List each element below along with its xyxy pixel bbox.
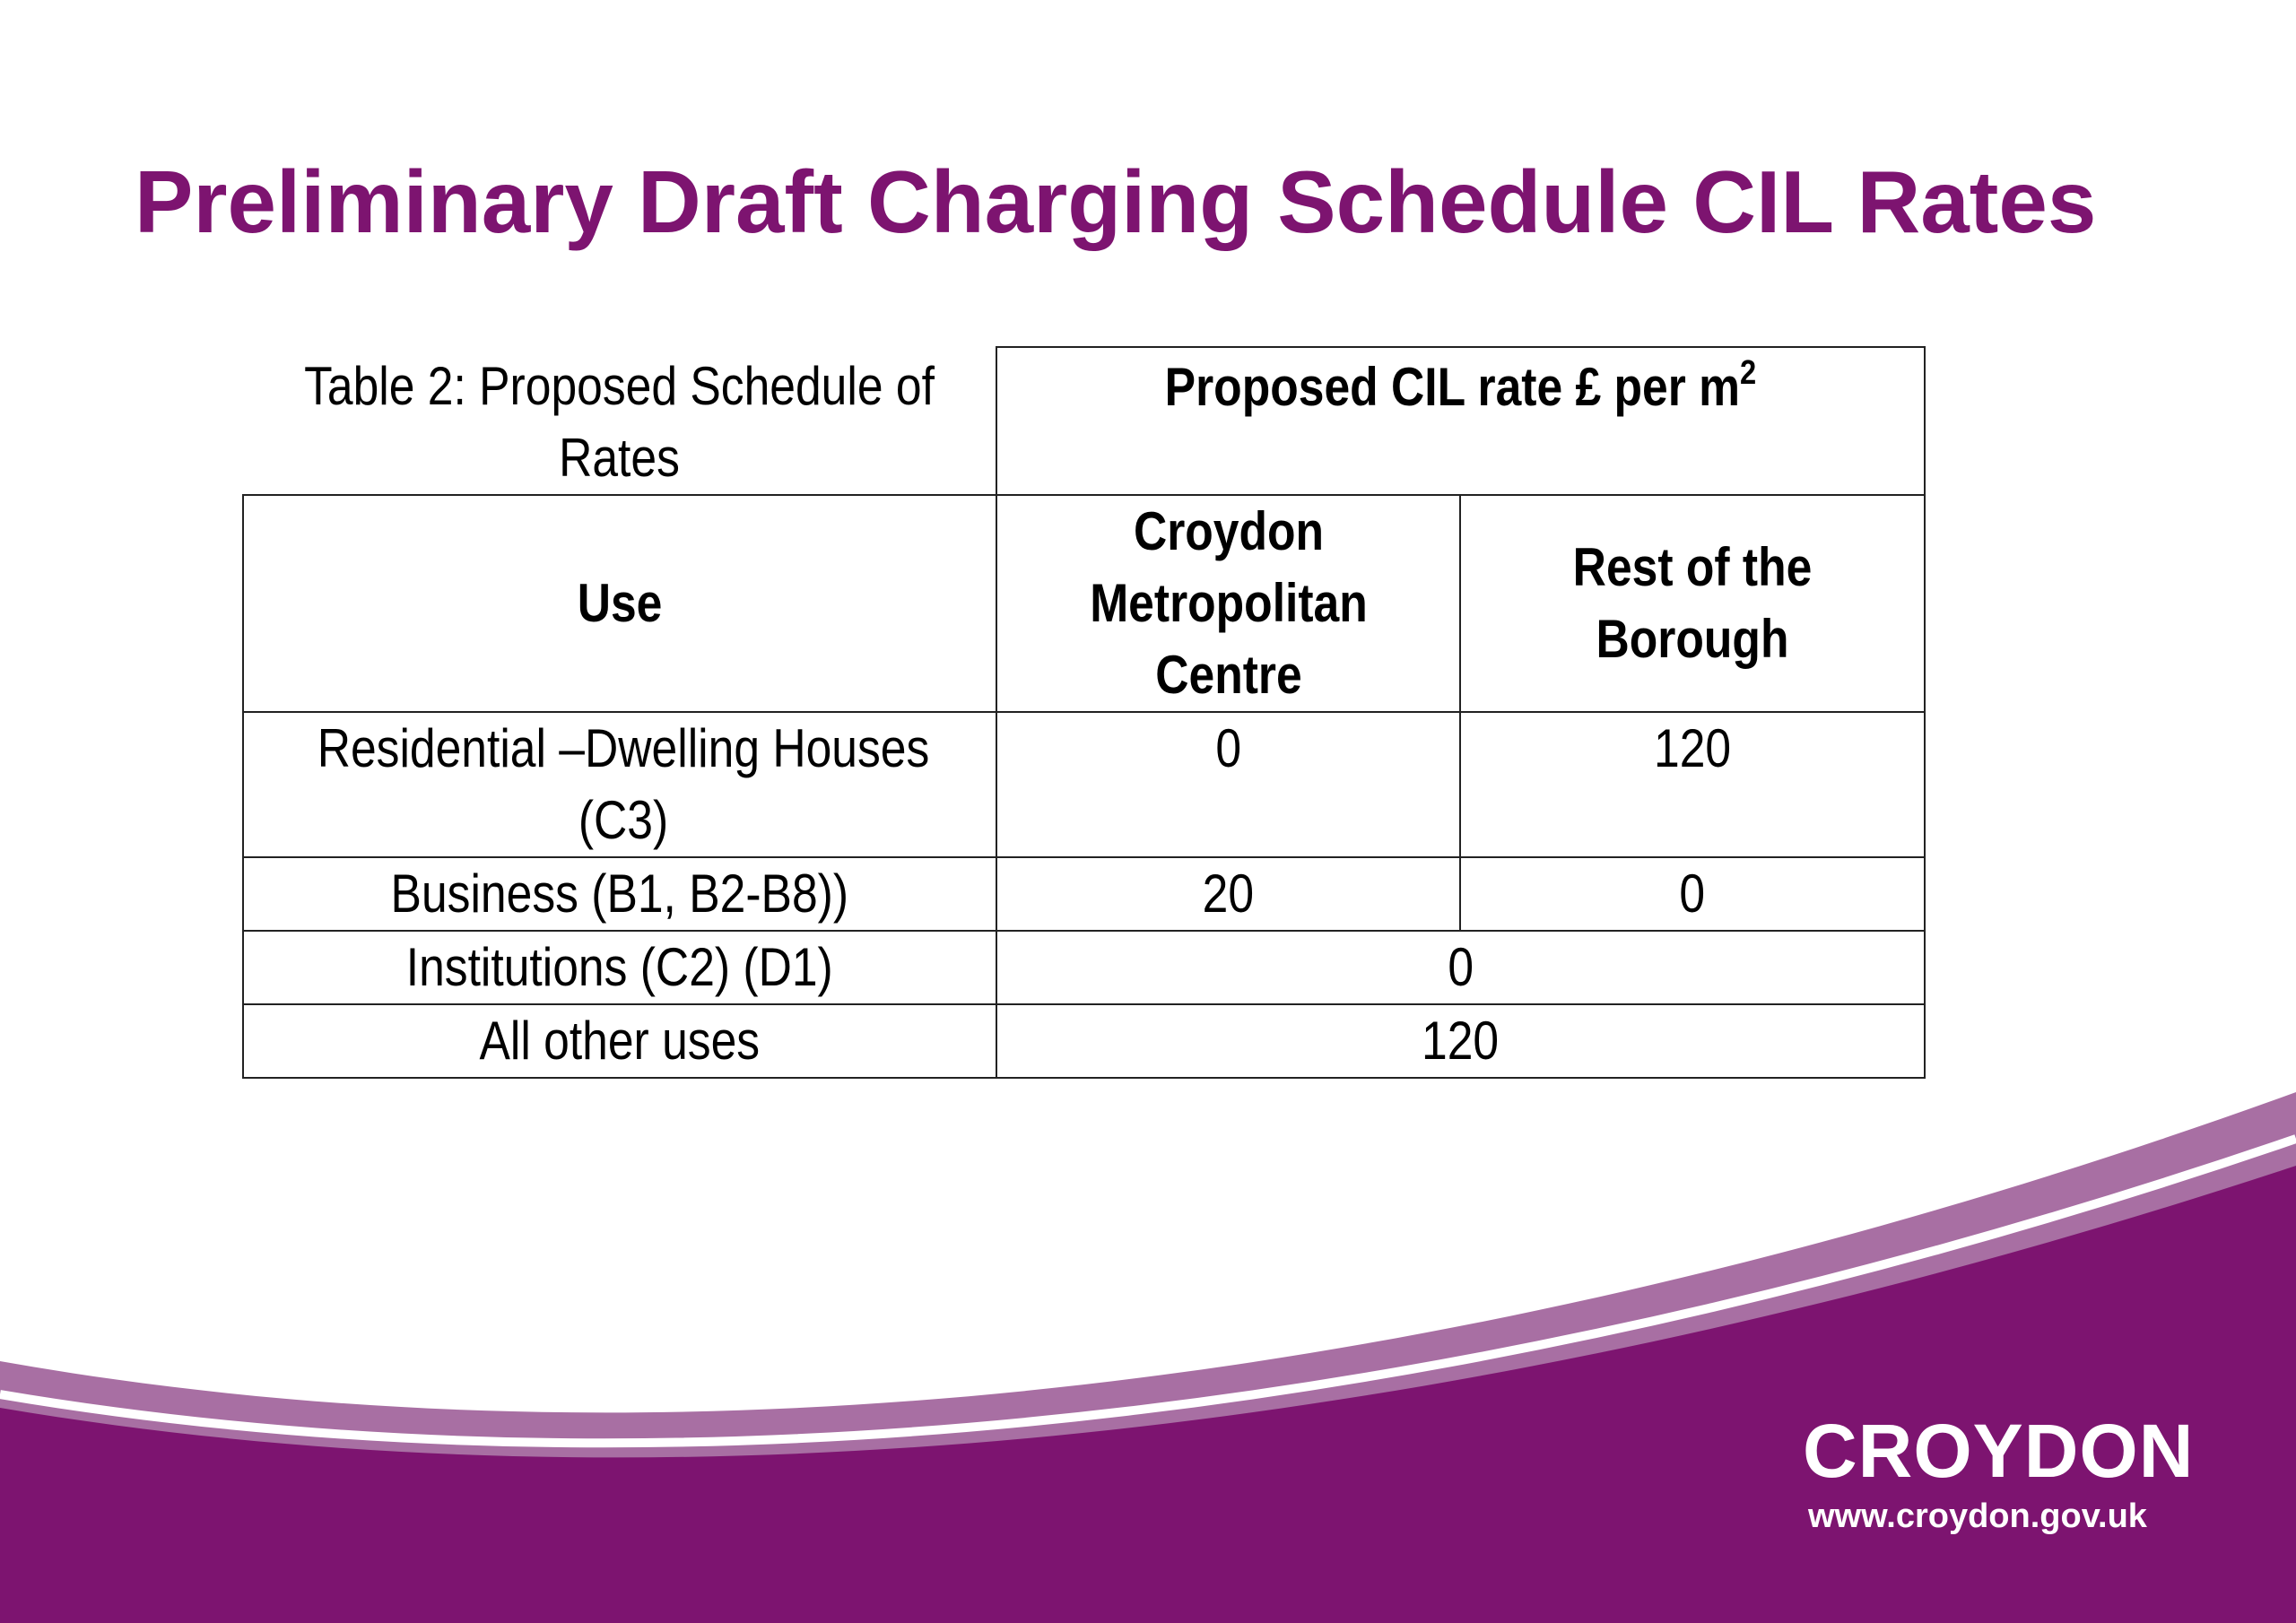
rate-cell: 0 xyxy=(1458,856,1926,932)
rate-residential-metropolitan: 0 xyxy=(1215,718,1241,778)
use-cell: Institutions (C2) (D1) xyxy=(242,930,997,1005)
group-header: Proposed CIL rate £ per m2 xyxy=(1165,352,1757,423)
column-header-row: Use Croydon Metropolitan Centre Rest of … xyxy=(242,494,1926,713)
rate-cell: 120 xyxy=(995,1003,1926,1079)
use-business: Business (B1, B2-B8)) xyxy=(390,864,849,924)
group-header-superscript: 2 xyxy=(1740,354,1757,392)
use-cell: All other uses xyxy=(242,1003,997,1079)
rate-cell: 0 xyxy=(995,930,1926,1005)
table-row: Institutions (C2) (D1) 0 xyxy=(242,930,1926,1005)
rate-business-rest: 0 xyxy=(1679,864,1706,924)
use-cell: Residential –Dwelling Houses (C3) xyxy=(242,711,997,858)
column-header-metropolitan-centre: Croydon Metropolitan Centre xyxy=(1089,501,1368,705)
rate-business-metropolitan: 20 xyxy=(1202,864,1255,924)
column-header-use: Use xyxy=(577,573,663,633)
table-row: Business (B1, B2-B8)) 20 0 xyxy=(242,856,1926,932)
table-caption-row: Table 2: Proposed Schedule of Rates Prop… xyxy=(243,346,1926,496)
rate-residential-rest: 120 xyxy=(1653,718,1732,778)
use-residential: Residential –Dwelling Houses (C3) xyxy=(317,718,930,850)
footer-wave-dark xyxy=(0,1166,2296,1623)
slide-title: Preliminary Draft Charging Schedule CIL … xyxy=(135,152,2097,251)
rate-cell: 0 xyxy=(996,711,1461,858)
use-cell: Business (B1, B2-B8)) xyxy=(242,856,997,932)
group-header-text: Proposed CIL rate £ per m xyxy=(1164,357,1741,417)
column-header-rest-cell: Rest of the Borough xyxy=(1458,494,1926,713)
logo-wordmark: CROYDON xyxy=(1803,1409,2195,1493)
croydon-logo: CROYDON www.croydon.gov.uk xyxy=(1803,1408,2197,1539)
rate-all-other: 120 xyxy=(1422,1011,1500,1071)
group-header-cell: Proposed CIL rate £ per m2 xyxy=(995,346,1926,496)
column-header-use-cell: Use xyxy=(242,494,997,713)
logo-url: www.croydon.gov.uk xyxy=(1808,1497,2147,1535)
table-row: All other uses 120 xyxy=(242,1003,1926,1079)
table-row: Residential –Dwelling Houses (C3) 0 120 xyxy=(242,711,1926,858)
cil-rates-table: Table 2: Proposed Schedule of Rates Prop… xyxy=(242,346,1926,1079)
column-header-rest-of-borough: Rest of the Borough xyxy=(1572,537,1813,669)
rate-cell: 120 xyxy=(1458,711,1926,858)
use-all-other: All other uses xyxy=(479,1011,761,1071)
use-institutions: Institutions (C2) (D1) xyxy=(405,937,833,997)
footer-wave-white-line xyxy=(0,1134,2296,1448)
rate-institutions: 0 xyxy=(1448,937,1474,997)
table-caption: Table 2: Proposed Schedule of Rates xyxy=(304,356,935,488)
rate-cell: 20 xyxy=(996,856,1461,932)
column-header-metropolitan-cell: Croydon Metropolitan Centre xyxy=(996,494,1461,713)
table-caption-cell: Table 2: Proposed Schedule of Rates xyxy=(243,347,997,495)
